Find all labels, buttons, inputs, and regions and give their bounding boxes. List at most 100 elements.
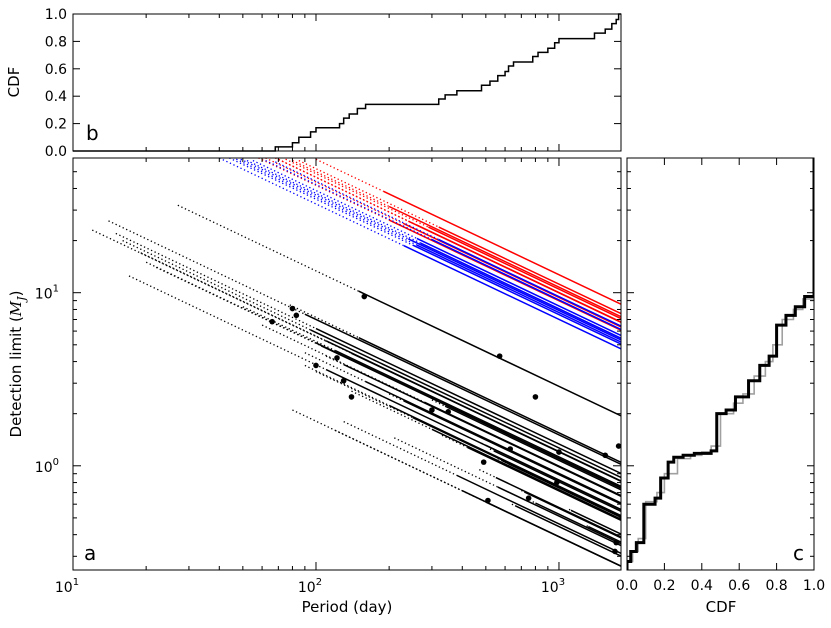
detection-line-black-dotted-19	[351, 390, 433, 430]
planet-point	[525, 495, 532, 501]
detection-line-blue-dotted-49	[275, 161, 440, 241]
detection-line-blue-solid-42	[403, 245, 621, 350]
panel-c-x-tick-label: 0.2	[653, 578, 675, 594]
detection-line-blue-dotted-48	[265, 159, 433, 241]
panel-c-x-label: CDF	[706, 598, 737, 616]
planet-point	[554, 479, 560, 486]
panel-a-frame	[72, 157, 622, 571]
detection-line-black-solid-32	[570, 509, 621, 535]
detection-line-black-dotted-2	[115, 232, 317, 330]
planet-point	[556, 449, 562, 455]
detection-line-black-dotted-27	[497, 458, 502, 461]
detection-line-black-dotted-33	[586, 525, 589, 528]
planet-point	[613, 539, 620, 546]
panel-b: 0.0 0.2 0.4 0.6 0.8 1.0 CDF b	[5, 7, 622, 160]
detection-line-black-solid-14	[388, 404, 621, 517]
detection-line-black-dotted-4	[128, 275, 327, 371]
panel-b-y-label: CDF	[5, 67, 23, 98]
panel-a-letter: a	[84, 541, 96, 565]
detection-line-blue-solid-48	[431, 238, 621, 331]
panel-a-x-tick-label: 102	[298, 577, 322, 596]
detection-line-black-solid-7	[320, 345, 621, 489]
planet-point	[602, 452, 609, 459]
detection-line-black-solid-22	[444, 405, 621, 491]
planet-point	[445, 409, 451, 415]
detection-line-blue-dotted-47	[252, 159, 418, 240]
panel-c-x-tick-label: 1.0	[803, 578, 825, 594]
detection-line-black-dotted-29	[511, 503, 516, 507]
detection-line-red-dotted-34	[258, 158, 390, 221]
detection-line-red-solid-38	[428, 226, 621, 320]
detection-line-blue-dotted-46	[246, 159, 422, 244]
detection-line-black-dotted-24	[479, 469, 497, 479]
detection-line-black-solid-5	[325, 340, 621, 482]
planet-point	[361, 293, 368, 300]
detection-line-black-dotted-5	[140, 252, 327, 342]
detection-line-red-dotted-39	[292, 159, 390, 208]
detection-line-black-solid-23	[467, 446, 621, 522]
detection-line-black-solid-24	[495, 476, 621, 538]
panel-a-y-tick-label: 100	[35, 457, 59, 476]
panel-b-y-tick-label: 0.2	[45, 117, 67, 133]
panel-b-y-tick-label: 1.0	[45, 7, 67, 23]
detection-line-blue-solid-47	[416, 237, 621, 337]
detection-line-blue-dotted-42	[219, 158, 405, 247]
panel-a-x-tick-label: 101	[55, 577, 79, 596]
planet-point	[289, 305, 296, 312]
detection-line-black-solid-13	[365, 380, 621, 504]
detection-line-black-dotted-9	[242, 306, 336, 352]
detection-line-black-dotted-3	[122, 239, 311, 331]
detection-line-blue-solid-49	[438, 238, 621, 327]
planet-point	[429, 407, 435, 413]
panel-b-y-tick-label: 0.4	[45, 89, 67, 105]
detection-line-blue-dotted-45	[240, 158, 409, 240]
detection-line-red-dotted-40	[298, 159, 440, 228]
detection-line-black-dotted-26	[489, 448, 495, 452]
detection-line-black-solid-2	[315, 327, 621, 475]
detection-line-red-solid-37	[416, 224, 621, 323]
detection-line-black-solid-29	[514, 505, 621, 557]
planet-point	[269, 318, 275, 325]
panel-c-x-tick-label: 0.6	[728, 578, 750, 594]
detection-line-blue-dotted-43	[229, 158, 413, 246]
detection-line-black-solid-21	[497, 486, 621, 547]
panel-a-y-tick-label: 101	[35, 284, 59, 303]
planet-point	[313, 362, 319, 369]
detection-line-blue-solid-43	[412, 244, 621, 345]
panel-b-y-tick-label: 0.6	[45, 62, 67, 78]
planet-point	[485, 497, 491, 504]
planet-point	[293, 312, 300, 319]
panel-c-x-tick-label: 0.4	[691, 578, 713, 594]
detection-line-black-dotted-16	[325, 355, 344, 366]
detection-line-black-dotted-25	[481, 442, 487, 446]
panel-c: 0.0 0.2 0.4 0.6 0.8 1.0 CDF c	[616, 157, 825, 616]
panel-c-cdf-black	[627, 158, 814, 570]
panel-b-letter: b	[86, 121, 99, 145]
detection-line-black-dotted-15	[315, 371, 413, 419]
detection-line-black-solid-25	[485, 444, 621, 511]
detection-line-blue-solid-46	[420, 242, 621, 339]
panel-a-x-tick-label: 103	[541, 577, 565, 596]
detection-line-black-solid-20	[403, 400, 621, 505]
detection-line-black-dotted-28	[504, 461, 509, 465]
detection-line-black-dotted-10	[261, 324, 425, 403]
panel-c-x-tick-label: 0.0	[616, 578, 638, 594]
detection-line-black-solid-30	[523, 491, 621, 539]
detection-line-black-dotted-0	[91, 229, 352, 354]
detection-line-black-dotted-32	[568, 508, 572, 511]
panel-a: 101 102 103 100 101 Period (day) Detection l…	[7, 157, 622, 616]
planet-point	[507, 446, 514, 452]
planet-point	[334, 355, 340, 361]
detection-line-black-dotted-31	[532, 501, 536, 504]
detection-line-black-solid-19	[431, 428, 621, 520]
planet-point	[348, 394, 355, 400]
panel-c-frame	[626, 157, 815, 571]
planet-point	[612, 548, 618, 555]
detection-line-black-solid-3	[310, 329, 621, 479]
planet-point	[496, 353, 503, 359]
planet-point	[480, 459, 487, 465]
detection-line-black-solid-11	[358, 337, 621, 463]
detection-line-blue-solid-44	[416, 244, 621, 343]
detection-line-black-dotted-7	[155, 266, 322, 347]
detection-line-black-dotted-20	[388, 393, 405, 402]
